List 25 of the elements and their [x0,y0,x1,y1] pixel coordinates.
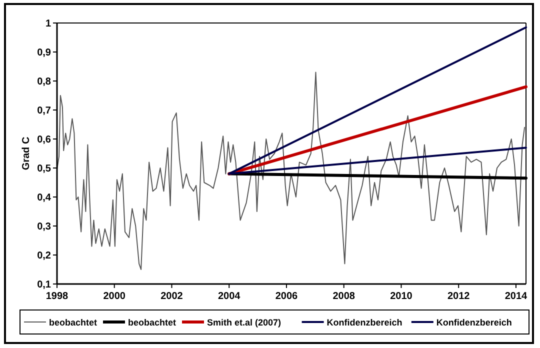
x-tick-label: 2012 [447,291,470,302]
y-tick-label: 0,2 [37,250,52,262]
x-tick-label: 2010 [390,291,413,302]
x-tick-label: 2000 [103,291,126,302]
legend-label: beobachtet [49,318,98,328]
legend-label: Konfidenzbereich [326,318,402,328]
legend-label: Konfidenzbereich [436,318,512,328]
x-tick-label: 2014 [504,291,528,302]
y-tick-label: 0,8 [37,76,52,88]
y-tick-label: 0,3 [37,222,52,232]
y-tick-label: 0,4 [37,192,52,204]
y-axis-title: Grad C [21,136,32,170]
x-tick-label: 2008 [332,291,356,302]
legend-label: Smith et.al (2007) [207,318,282,328]
x-tick-label: 2006 [275,291,298,302]
y-tick-label: 0,6 [37,134,52,146]
y-tick-label: 0,5 [37,164,52,174]
x-tick-label: 1998 [46,291,69,302]
y-tick-label: 0,1 [37,280,52,290]
x-tick-label: 2004 [218,291,241,302]
y-tick-label: 0,7 [37,106,52,116]
y-tick-label: 1 [45,18,52,30]
legend-label: beobachtet [128,318,176,328]
y-tick-label: 0,9 [37,48,52,58]
x-tick-label: 2002 [160,291,184,302]
